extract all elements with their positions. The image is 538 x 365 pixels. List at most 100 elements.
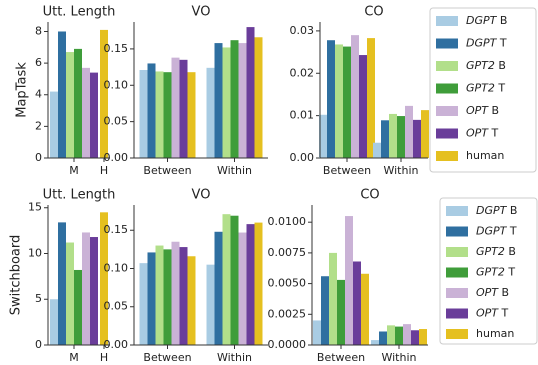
y-tick-label: 0 bbox=[35, 151, 42, 164]
legend-swatch bbox=[446, 226, 468, 237]
bar bbox=[238, 232, 247, 345]
legend-label: OPT T bbox=[466, 127, 499, 140]
bar bbox=[187, 256, 196, 345]
x-tick-label: Within bbox=[217, 351, 252, 364]
bar bbox=[139, 70, 148, 158]
y-tick-label: 0.05 bbox=[104, 300, 129, 313]
legend-swatch bbox=[436, 83, 458, 94]
bar bbox=[90, 237, 98, 345]
y-tick-label: 0.10 bbox=[104, 261, 129, 274]
bar bbox=[214, 231, 223, 345]
bar bbox=[163, 72, 172, 158]
bar bbox=[66, 52, 74, 159]
x-tick-label: Between bbox=[323, 164, 371, 177]
legend-label: human bbox=[466, 149, 504, 162]
bar bbox=[50, 299, 58, 345]
bar bbox=[419, 329, 427, 345]
y-tick-label: 0.00 bbox=[104, 151, 129, 164]
x-tick-label: Between bbox=[143, 351, 191, 364]
y-tick-label: 0 bbox=[35, 338, 42, 351]
bar bbox=[147, 252, 156, 345]
legend-swatch bbox=[446, 267, 468, 278]
bar bbox=[337, 279, 345, 345]
bar bbox=[329, 252, 337, 345]
bar bbox=[155, 245, 164, 345]
y-tick-label: 0.02 bbox=[290, 66, 315, 79]
bar bbox=[345, 216, 353, 345]
bar bbox=[413, 119, 421, 158]
legend-label: DGPT T bbox=[466, 37, 507, 50]
bar bbox=[222, 47, 231, 158]
bar bbox=[155, 71, 164, 158]
y-tick-label: 0.15 bbox=[104, 223, 129, 236]
legend-label: DGPT T bbox=[476, 225, 517, 238]
y-axis-label: Switchboard bbox=[9, 235, 24, 316]
x-tick-label: M bbox=[69, 351, 79, 364]
x-tick-label: Within bbox=[217, 164, 252, 177]
bar bbox=[74, 48, 82, 158]
bar bbox=[163, 249, 172, 345]
chart-title: VO bbox=[192, 5, 211, 20]
y-tick-label: 0.0100 bbox=[268, 215, 307, 228]
bar bbox=[139, 263, 148, 345]
bar bbox=[321, 276, 329, 345]
y-tick-label: 0.05 bbox=[104, 115, 129, 128]
bar bbox=[319, 114, 327, 158]
bar bbox=[74, 269, 82, 345]
bar bbox=[147, 63, 156, 158]
bar bbox=[403, 324, 411, 345]
bar bbox=[327, 40, 335, 159]
y-tick-label: 0.15 bbox=[104, 42, 129, 55]
legend-swatch bbox=[436, 16, 458, 26]
y-tick-label: 8 bbox=[35, 24, 42, 37]
bar bbox=[58, 222, 66, 345]
y-tick-label: 0.0075 bbox=[268, 246, 307, 259]
chart-title: Utt. Length bbox=[43, 5, 116, 20]
bar bbox=[353, 261, 361, 345]
bar bbox=[246, 224, 255, 345]
bar bbox=[214, 43, 223, 158]
legend-swatch bbox=[436, 106, 458, 116]
bar bbox=[254, 37, 263, 158]
bar bbox=[335, 44, 343, 158]
legend-label: GPT2 B bbox=[466, 59, 506, 72]
y-tick-label: 0.03 bbox=[290, 24, 315, 37]
legend-swatch bbox=[446, 247, 468, 257]
legend-label: GPT2 T bbox=[466, 82, 505, 95]
bar bbox=[187, 72, 196, 158]
y-tick-label: 15 bbox=[28, 201, 42, 214]
bar bbox=[395, 326, 403, 345]
bar bbox=[361, 273, 369, 345]
y-axis-label: MapTask bbox=[15, 62, 30, 118]
y-tick-label: 0.0000 bbox=[268, 338, 307, 351]
y-tick-label: 5 bbox=[35, 292, 42, 305]
legend-swatch bbox=[436, 38, 458, 49]
legend-swatch bbox=[436, 61, 458, 71]
bar bbox=[397, 116, 405, 158]
chart-title: CO bbox=[364, 5, 383, 20]
legend-swatch bbox=[446, 206, 468, 216]
x-tick-label: Within bbox=[383, 164, 418, 177]
legend-label: human bbox=[476, 327, 514, 340]
chart-title: VO bbox=[192, 188, 211, 203]
chart-title: CO bbox=[360, 188, 379, 203]
y-tick-label: 0.01 bbox=[290, 109, 315, 122]
bar bbox=[238, 43, 247, 158]
y-tick-label: 4 bbox=[35, 88, 42, 101]
legend-swatch bbox=[436, 151, 458, 161]
y-tick-label: 0.0050 bbox=[268, 277, 307, 290]
bar bbox=[387, 325, 395, 345]
bar bbox=[359, 55, 367, 158]
bar bbox=[421, 110, 429, 158]
x-tick-label: Within bbox=[381, 351, 416, 364]
y-tick-label: 6 bbox=[35, 56, 42, 69]
legend-label: GPT2 B bbox=[476, 245, 516, 258]
y-tick-label: 2 bbox=[35, 119, 42, 132]
bar bbox=[58, 31, 66, 158]
bar bbox=[230, 215, 239, 345]
x-tick-label: M bbox=[69, 164, 79, 177]
bar bbox=[100, 29, 108, 158]
bar bbox=[206, 67, 215, 158]
bar bbox=[367, 38, 375, 159]
legend-label: DGPT B bbox=[466, 14, 507, 27]
